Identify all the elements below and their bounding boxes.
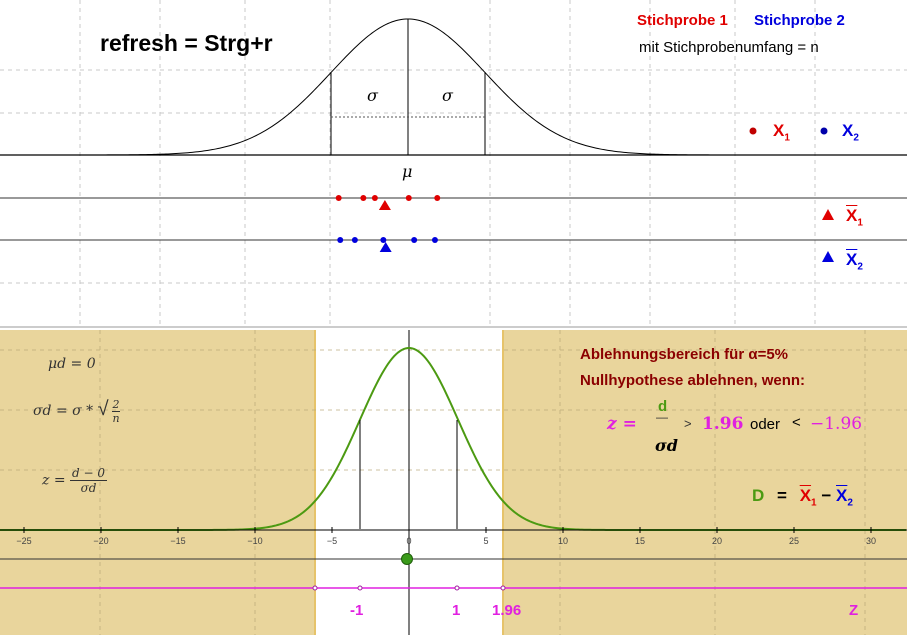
x-tick-label: 20 bbox=[711, 536, 722, 546]
ineq-z: z = bbox=[607, 414, 637, 434]
x-tick-label: 10 bbox=[557, 536, 568, 546]
z-axis-name: Z bbox=[849, 602, 859, 619]
legend-x2: X2 bbox=[842, 121, 859, 144]
x-axis-ticks bbox=[23, 527, 872, 533]
mu-label: μ bbox=[402, 162, 413, 181]
rejection-region-left bbox=[0, 330, 315, 635]
z-formula: z = d − 0 σd bbox=[42, 466, 108, 495]
legend-x2-dot bbox=[820, 127, 828, 135]
sample1-point-2[interactable] bbox=[371, 195, 378, 201]
reject-condition: Nullhypothese ablehnen, wenn: bbox=[580, 372, 806, 389]
legend-x1: X1 bbox=[773, 121, 790, 144]
legend-x1-dot bbox=[749, 127, 757, 135]
rejection-title: Ablehnungsbereich für α=5% bbox=[580, 346, 789, 363]
z-label-crit: 1.96 bbox=[492, 602, 522, 619]
sigma-d-formula: σd = σ * √ 2 n bbox=[33, 398, 120, 425]
bottom-grid bbox=[0, 330, 907, 635]
ineq-gt: > bbox=[684, 416, 692, 431]
d-definition: D = X1 − X2 bbox=[752, 486, 853, 509]
ineq-dash: — bbox=[656, 410, 668, 424]
x-tick-label: 15 bbox=[634, 536, 645, 546]
x-tick-label: 5 bbox=[483, 536, 489, 546]
sample2-point-2[interactable] bbox=[380, 237, 387, 243]
sample2-point-4[interactable] bbox=[431, 237, 438, 243]
sigma-right-label: σ bbox=[442, 86, 453, 105]
d-value-point[interactable] bbox=[401, 553, 413, 565]
x-tick-label: −25 bbox=[16, 536, 32, 546]
sample1-mean-marker[interactable] bbox=[378, 200, 391, 210]
sample1-points bbox=[335, 195, 441, 201]
legend-xbar2: X2 bbox=[846, 250, 863, 273]
legend-xbar1: X1 bbox=[846, 206, 863, 229]
legend-xbar1-marker bbox=[822, 209, 834, 220]
sample1-title: Stichprobe 1 bbox=[637, 12, 728, 29]
ineq-or: oder bbox=[750, 416, 781, 433]
ineq-den: σd bbox=[655, 436, 678, 455]
sample2-point-0[interactable] bbox=[337, 237, 344, 243]
z-label-plus1: 1 bbox=[452, 602, 461, 619]
legend-xbar2-marker bbox=[822, 251, 834, 262]
x-tick-label: 30 bbox=[865, 536, 876, 546]
crit-neg: −1.96 bbox=[810, 414, 863, 434]
sample1-point-1[interactable] bbox=[360, 195, 367, 201]
sample-size-text: mit Stichprobenumfang = n bbox=[639, 39, 819, 56]
rejection-region-right bbox=[503, 330, 907, 635]
ineq-lt: < bbox=[792, 414, 801, 431]
sigma-left-label: σ bbox=[367, 86, 378, 105]
sample1-point-3[interactable] bbox=[405, 195, 412, 201]
mu-d-formula: μd = 0 bbox=[48, 356, 96, 372]
x-tick-label: −10 bbox=[247, 536, 263, 546]
x-tick-label: −5 bbox=[326, 536, 338, 546]
x-tick-label: −15 bbox=[170, 536, 186, 546]
sample2-point-3[interactable] bbox=[411, 237, 418, 243]
sample1-point-4[interactable] bbox=[434, 195, 441, 201]
x-tick-label: 0 bbox=[406, 536, 412, 546]
sample2-point-1[interactable] bbox=[351, 237, 358, 243]
sample2-points bbox=[337, 237, 438, 243]
x-tick-label: −20 bbox=[93, 536, 109, 546]
refresh-hint: refresh = Strg+r bbox=[100, 30, 273, 56]
crit-pos: 1.96 bbox=[702, 414, 744, 434]
ineq-num: d bbox=[658, 398, 668, 415]
x-tick-label: 25 bbox=[788, 536, 799, 546]
z-label-minus1: -1 bbox=[350, 602, 364, 619]
sample2-mean-marker[interactable] bbox=[379, 242, 392, 252]
sample1-point-0[interactable] bbox=[335, 195, 342, 201]
sample2-title: Stichprobe 2 bbox=[754, 12, 845, 29]
z-axis-ticks bbox=[312, 585, 506, 591]
